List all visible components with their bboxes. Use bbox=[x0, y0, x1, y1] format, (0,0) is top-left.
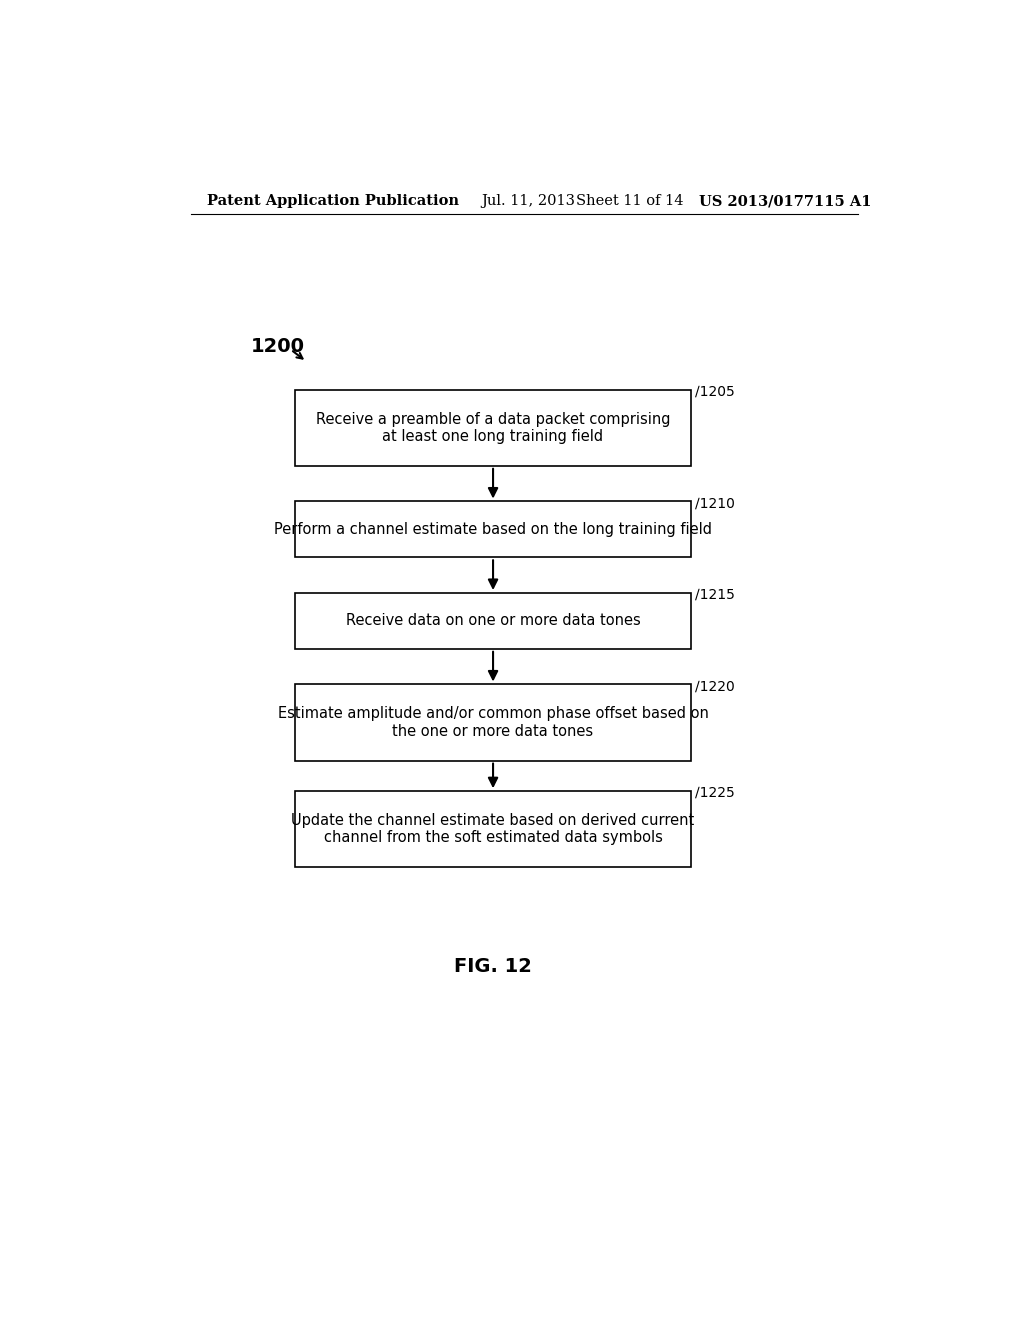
Text: FIG. 12: FIG. 12 bbox=[454, 957, 532, 975]
Text: ∕1210: ∕1210 bbox=[695, 496, 735, 511]
Text: 1200: 1200 bbox=[251, 337, 305, 356]
Text: ∕1205: ∕1205 bbox=[695, 384, 735, 399]
Text: Jul. 11, 2013: Jul. 11, 2013 bbox=[481, 194, 575, 209]
Text: Sheet 11 of 14: Sheet 11 of 14 bbox=[577, 194, 684, 209]
FancyBboxPatch shape bbox=[295, 791, 691, 867]
Text: Patent Application Publication: Patent Application Publication bbox=[207, 194, 460, 209]
Text: Receive data on one or more data tones: Receive data on one or more data tones bbox=[346, 614, 640, 628]
Text: US 2013/0177115 A1: US 2013/0177115 A1 bbox=[699, 194, 871, 209]
Text: Perform a channel estimate based on the long training field: Perform a channel estimate based on the … bbox=[274, 521, 712, 537]
FancyBboxPatch shape bbox=[295, 593, 691, 649]
Text: ∕1220: ∕1220 bbox=[695, 680, 735, 693]
Text: Estimate amplitude and/or common phase offset based on
the one or more data tone: Estimate amplitude and/or common phase o… bbox=[278, 706, 709, 739]
Text: ∕1215: ∕1215 bbox=[695, 587, 735, 602]
Text: Receive a preamble of a data packet comprising
at least one long training field: Receive a preamble of a data packet comp… bbox=[315, 412, 671, 444]
Text: Update the channel estimate based on derived current
channel from the soft estim: Update the channel estimate based on der… bbox=[292, 813, 694, 845]
FancyBboxPatch shape bbox=[295, 389, 691, 466]
FancyBboxPatch shape bbox=[295, 502, 691, 557]
Text: ∕1225: ∕1225 bbox=[695, 785, 735, 800]
FancyBboxPatch shape bbox=[295, 684, 691, 760]
